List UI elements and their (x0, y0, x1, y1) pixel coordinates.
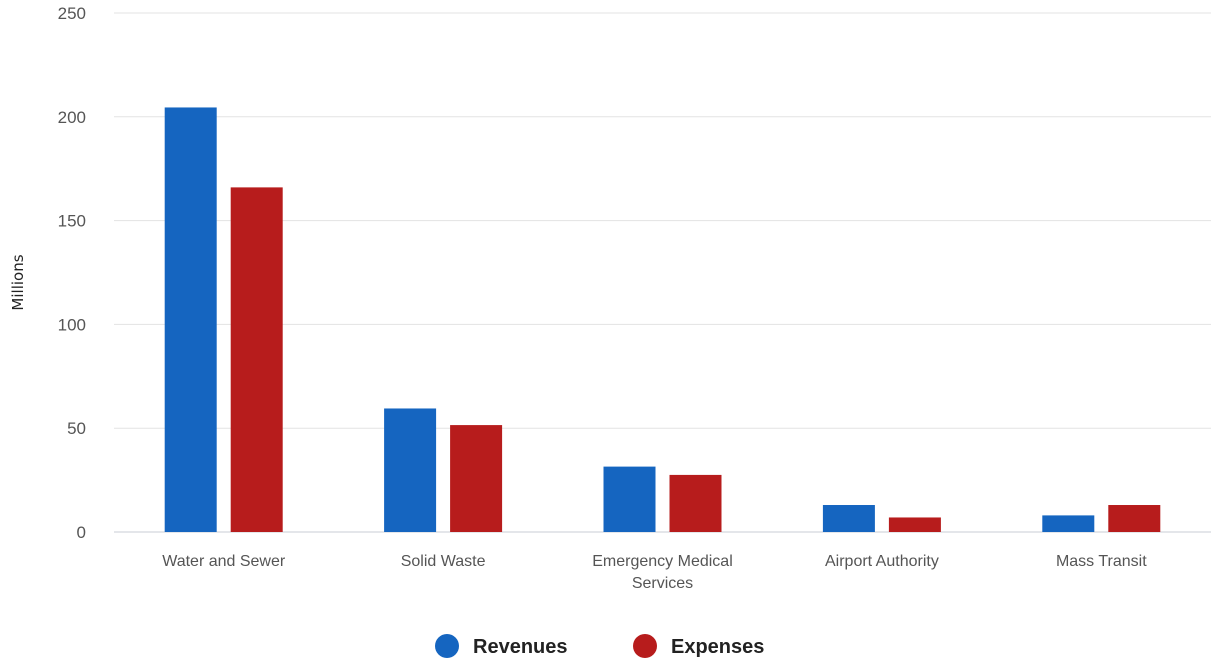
bar-revenues-0 (164, 107, 217, 532)
legend-label-revenues: Revenues (473, 636, 568, 658)
x-axis-labels: Water and Sewer Solid Waste Emergency Medi… (162, 553, 1147, 592)
y-tick-label: 100 (58, 315, 86, 334)
y-tick-label: 250 (58, 4, 86, 23)
legend-label-expenses: Expenses (671, 636, 764, 658)
bar-revenues-3 (822, 505, 875, 532)
y-tick-label: 200 (58, 108, 86, 127)
y-tick-label: 150 (58, 212, 86, 231)
y-tick-label: 50 (67, 419, 86, 438)
x-category-label: Airport Authority (825, 553, 939, 570)
y-axis-ticks: 0 50 100 150 200 250 (58, 4, 86, 542)
bar-revenues-4 (1042, 515, 1095, 532)
bar-expenses-0 (230, 187, 283, 532)
x-category-label: Solid Waste (401, 553, 486, 570)
legend: Revenues Expenses (435, 634, 764, 658)
bar-expenses-3 (888, 517, 941, 532)
y-tick-label: 0 (77, 523, 86, 542)
x-category-label: Emergency Medical Services (592, 553, 733, 592)
bar-expenses-2 (669, 474, 722, 532)
bar-expenses-1 (450, 425, 503, 532)
bar-revenues-2 (603, 466, 656, 532)
grid-lines (114, 12, 1211, 533)
bars (164, 107, 1161, 532)
bar-expenses-4 (1108, 505, 1161, 532)
x-category-label: Mass Transit (1056, 553, 1147, 570)
x-category-label: Water and Sewer (162, 553, 286, 570)
bar-revenues-1 (384, 408, 437, 532)
legend-marker-revenues (435, 634, 459, 658)
legend-marker-expenses (633, 634, 657, 658)
y-axis-label: Millions (9, 254, 27, 310)
